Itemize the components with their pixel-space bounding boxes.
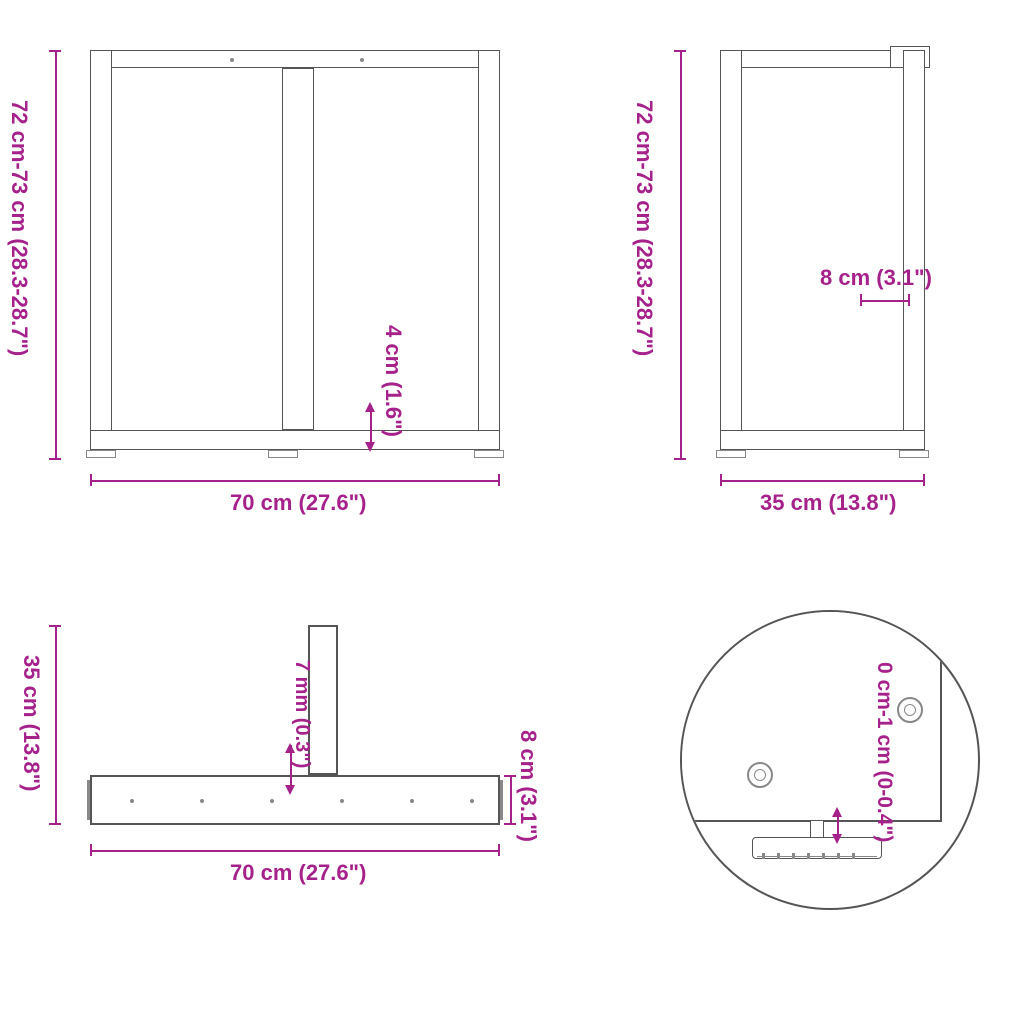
top-height-line (55, 625, 57, 825)
front-view: 4 cm (1.6") (90, 50, 550, 525)
top-inner-2-label: 8 cm (3.1") (515, 730, 541, 842)
side-height-line (680, 50, 682, 460)
front-inner-label: 4 cm (1.6") (380, 325, 406, 437)
front-height-line (55, 50, 57, 460)
detail-view: 0 cm-1 cm (0-0.4") (680, 610, 980, 910)
side-width-line (720, 480, 925, 482)
top-width-line (90, 850, 500, 852)
side-height-label: 72 cm-73 cm (28.3-28.7") (631, 100, 657, 356)
side-view: 8 cm (3.1") (720, 50, 950, 525)
front-height-label: 72 cm-73 cm (28.3-28.7") (6, 100, 32, 356)
top-height-label: 35 cm (13.8") (18, 655, 44, 791)
front-width-line (90, 480, 500, 482)
side-inner-label: 8 cm (3.1") (820, 265, 932, 291)
side-width-label: 35 cm (13.8") (760, 490, 896, 516)
top-width-label: 70 cm (27.6") (230, 860, 366, 886)
top-inner-1-label: 7 mm (0.3") (290, 660, 313, 768)
front-width-label: 70 cm (27.6") (230, 490, 366, 516)
detail-label: 0 cm-1 cm (0-0.4") (872, 662, 896, 842)
